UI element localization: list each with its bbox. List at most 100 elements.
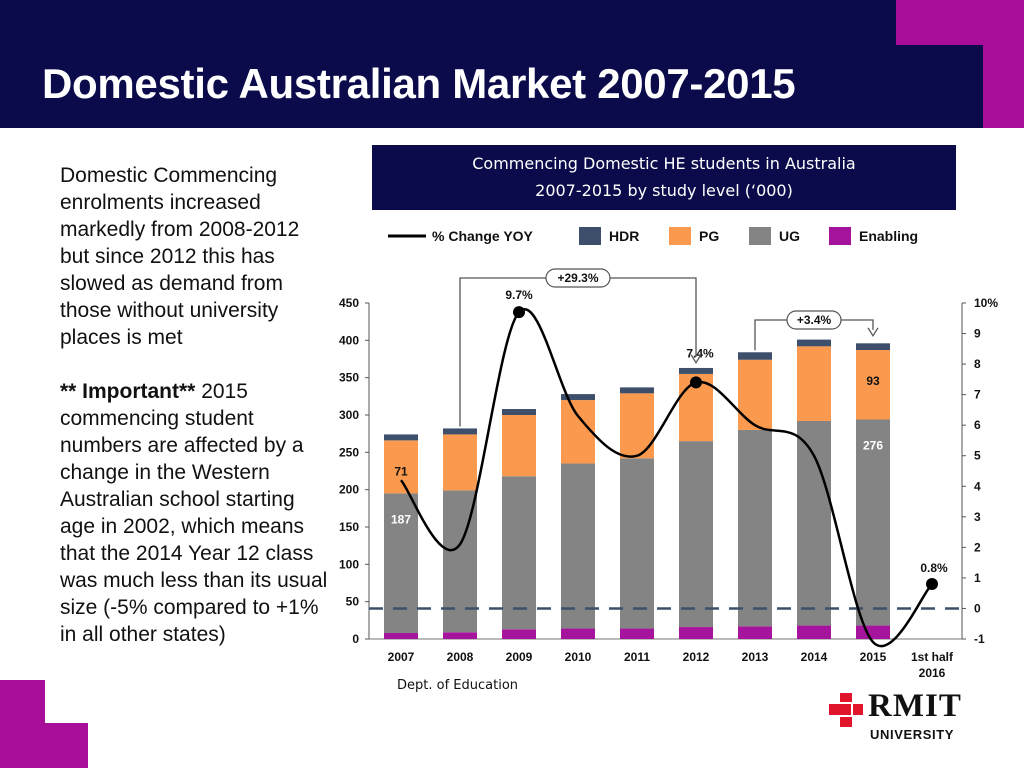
data-label-ug: 276 (863, 438, 883, 452)
data-label-ug: 187 (391, 512, 411, 526)
legend-label: UG (779, 228, 800, 244)
y-right-tick-label: 8 (974, 357, 981, 371)
bar-ug-2013 (738, 429, 772, 627)
bar-pg-2007 (384, 440, 418, 494)
y-left-tick-label: 200 (339, 483, 359, 497)
y-right-tick-label: 10% (974, 296, 998, 310)
bar-enabling-2011 (620, 628, 654, 639)
accent-block-bottom-left-small (45, 723, 88, 768)
accent-block-bottom-left (0, 680, 45, 768)
x-tick-label: 2014 (801, 650, 828, 664)
y-left-tick-label: 100 (339, 557, 359, 571)
annotation-box (786, 310, 842, 330)
accent-block-top-right-tall (983, 45, 1024, 128)
y-right-tick-label: -1 (974, 632, 985, 646)
bar-hdr-2015 (856, 343, 890, 351)
x-tick-label: 2015 (860, 650, 887, 664)
y-left-tick-label: 350 (339, 371, 359, 385)
legend-swatch-ug (749, 227, 771, 245)
chart-title-line-2: 2007-2015 by study level (‘000) (535, 181, 793, 200)
x-tick-label: 2016 (919, 666, 946, 680)
rmit-subtitle: UNIVERSITY (870, 727, 955, 742)
bar-enabling-2013 (738, 626, 772, 639)
data-label-yoy: 7.4% (686, 346, 714, 360)
x-tick-label: 2007 (388, 650, 415, 664)
y-right-tick-label: 7 (974, 388, 981, 402)
bar-hdr-2012 (679, 367, 713, 374)
y-right-tick-label: 2 (974, 540, 981, 554)
y-right-tick-label: 6 (974, 418, 981, 432)
bar-enabling-2007 (384, 633, 418, 639)
bar-enabling-2012 (679, 627, 713, 639)
data-label-yoy: 0.8% (920, 561, 948, 575)
bar-ug-2007 (384, 493, 418, 634)
bar-hdr-2009 (502, 409, 536, 415)
bar-pg-2008 (443, 434, 477, 491)
bar-enabling-2009 (502, 629, 536, 639)
y-left-tick-label: 150 (339, 520, 359, 534)
legend-swatch-hdr (579, 227, 601, 245)
rmit-wordmark: RMIT (868, 688, 962, 724)
x-tick-label: 2009 (506, 650, 533, 664)
y-left-tick-label: 250 (339, 445, 359, 459)
x-tick-label: 2012 (683, 650, 710, 664)
bar-hdr-2011 (620, 387, 654, 394)
legend-label: PG (699, 228, 719, 244)
rmit-logo-icon (829, 693, 863, 727)
important-text: 2015 commencing student numbers are affe… (60, 380, 328, 646)
page-title: Domestic Australian Market 2007-2015 (42, 60, 796, 107)
yoy-marker-2012 (690, 376, 702, 389)
bar-ug-2009 (502, 476, 536, 630)
bar-pg-2013 (738, 359, 772, 430)
legend-label: Enabling (859, 228, 918, 244)
y-left-tick-label: 450 (339, 296, 359, 310)
y-right-tick-label: 1 (974, 571, 981, 585)
bar-pg-2015 (856, 350, 890, 420)
yoy-change-line (400, 308, 933, 647)
legend-label: HDR (609, 228, 639, 244)
data-label-pg: 71 (394, 464, 408, 478)
x-tick-label: 2010 (565, 650, 592, 664)
y-right-tick-label: 5 (974, 449, 981, 463)
bar-pg-2010 (561, 400, 595, 464)
intro-text: Domestic Commencing enrolments increased… (60, 162, 330, 675)
bar-hdr-2007 (384, 434, 418, 441)
chart-title-box: Commencing Domestic HE students in Austr… (372, 145, 956, 210)
y-left-tick-label: 50 (346, 595, 360, 609)
important-label: ** Important** (60, 380, 196, 403)
accent-block-top-right (896, 0, 1024, 45)
rmit-logo: RMIT UNIVERSITY (828, 688, 968, 748)
yoy-marker-1st-half-2016 (926, 578, 938, 591)
header-bar (0, 0, 1024, 128)
y-right-tick-label: 4 (974, 479, 981, 493)
bar-enabling-2015 (856, 625, 890, 639)
bar-hdr-2010 (561, 394, 595, 401)
annotation-label: +29.3% (557, 271, 598, 285)
bar-pg-2009 (502, 415, 536, 477)
bar-pg-2014 (797, 346, 831, 421)
bar-pg-2011 (620, 393, 654, 459)
y-left-tick-label: 400 (339, 333, 359, 347)
y-left-tick-label: 0 (352, 632, 359, 646)
chart-title-line-1: Commencing Domestic HE students in Austr… (472, 154, 856, 173)
annotation-box (545, 268, 611, 288)
annotation-label: +3.4% (797, 313, 832, 327)
bar-ug-2014 (797, 420, 831, 626)
important-paragraph: ** Important** 2015 commencing student n… (60, 378, 330, 648)
bar-hdr-2014 (797, 339, 831, 347)
bar-ug-2015 (856, 419, 890, 626)
intro-paragraph: Domestic Commencing enrolments increased… (60, 164, 300, 349)
x-tick-label: 2008 (447, 650, 474, 664)
yoy-marker-2009 (513, 306, 525, 319)
bar-enabling-2010 (561, 628, 595, 639)
y-right-tick-label: 9 (974, 327, 981, 341)
data-label-pg: 93 (866, 374, 880, 388)
bar-ug-2012 (679, 441, 713, 628)
annotation-arrow (867, 327, 879, 338)
source-note: Dept. of Education (397, 678, 519, 693)
annotation-arrow (690, 354, 702, 364)
x-tick-label: 2013 (742, 650, 769, 664)
legend-swatch-pg (669, 227, 691, 245)
bar-ug-2010 (561, 463, 595, 629)
